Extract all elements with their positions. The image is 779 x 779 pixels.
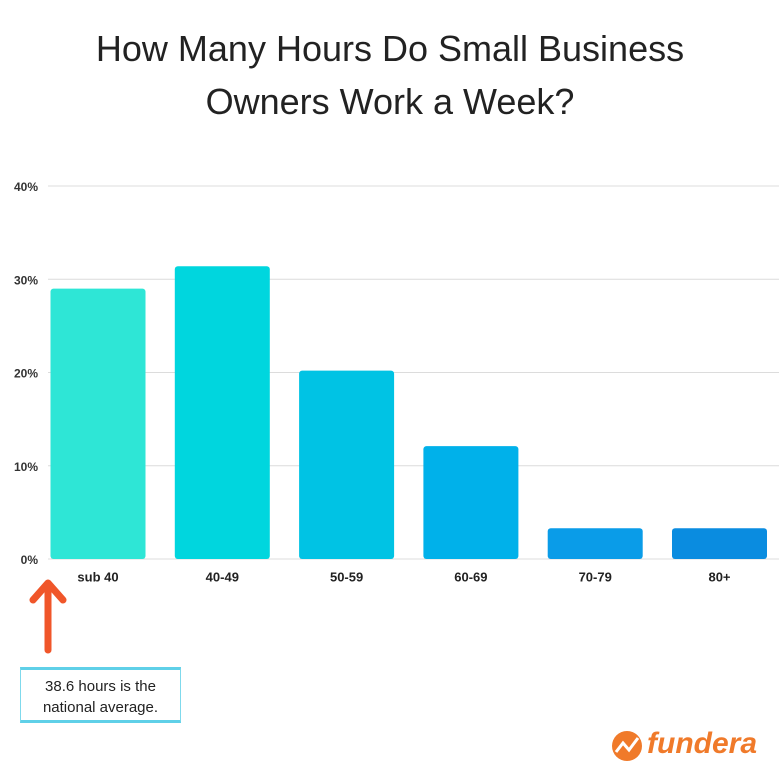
y-tick-label: 20% (14, 367, 38, 381)
logo: fundera (647, 727, 758, 760)
bar (547, 528, 643, 559)
x-tick-label: 80+ (708, 569, 730, 584)
bar (50, 288, 146, 559)
logo-icon (612, 731, 642, 761)
annotation-arrow (29, 579, 67, 654)
bar (423, 446, 519, 559)
x-tick-label: sub 40 (77, 569, 118, 584)
bar (299, 370, 395, 559)
x-tick-label: 50-59 (330, 569, 363, 584)
y-tick-label: 40% (14, 180, 38, 194)
y-tick-label: 10% (14, 460, 38, 474)
y-tick-label: 30% (14, 273, 38, 287)
bar (174, 266, 270, 559)
x-tick-label: 60-69 (454, 569, 487, 584)
x-tick-label: 40-49 (206, 569, 239, 584)
annotation: 38.6 hours is the national average. (20, 667, 181, 723)
bar (672, 528, 767, 559)
x-tick-label: 70-79 (579, 569, 612, 584)
chart-title: How Many Hours Do Small Business Owners … (95, 28, 685, 122)
y-tick-label: 0% (21, 553, 39, 567)
